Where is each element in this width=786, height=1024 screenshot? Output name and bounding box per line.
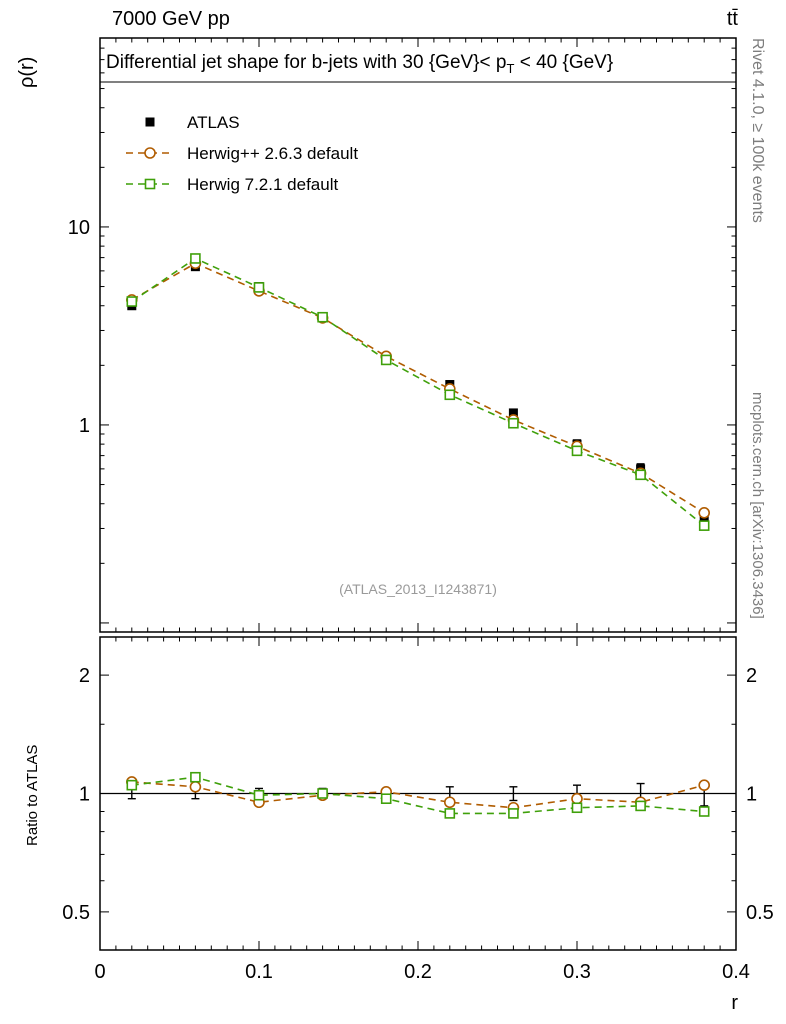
data-point	[635, 469, 646, 481]
legend-entry: Herwig++ 2.6.3 default	[126, 144, 358, 163]
legend: ATLAS Herwig++ 2.6.3 default Herwig 7.2.1 …	[126, 113, 358, 194]
data-point	[190, 771, 201, 783]
legend-entry: Herwig 7.2.1 default	[126, 175, 338, 194]
data-point	[126, 296, 138, 307]
data-point	[571, 445, 583, 457]
data-point	[698, 520, 710, 531]
ratio-tick-label: 0.5	[746, 902, 774, 924]
data-point	[190, 253, 201, 264]
data-point	[144, 147, 156, 159]
data-point	[126, 779, 138, 791]
legend-label: Herwig 7.2.1 default	[187, 175, 338, 194]
data-point	[145, 117, 155, 127]
data-point	[189, 781, 202, 793]
process-label: tt̄	[726, 8, 738, 30]
axes	[99, 37, 737, 951]
series-layer	[100, 253, 736, 819]
plot-title-post: < 40 {GeV}	[514, 52, 614, 73]
ratio-tick-label: 0.5	[62, 902, 90, 924]
x-tick-label: 0.1	[245, 961, 273, 983]
legend-label: Herwig++ 2.6.3 default	[187, 144, 358, 163]
data-point	[571, 802, 583, 814]
legend-entry: ATLAS	[145, 113, 240, 132]
data-point	[253, 789, 265, 801]
data-point	[508, 808, 519, 819]
y-tick-label: 1	[79, 415, 90, 437]
plot-title-sub: T	[506, 60, 515, 76]
analysis-id-watermark: (ATLAS_2013_I1243871)	[339, 581, 497, 597]
plot-title-pre: Differential jet shape for b-jets with 3…	[106, 52, 507, 73]
series-herwig-2-6-3-default	[126, 257, 711, 814]
legend-label: ATLAS	[187, 113, 240, 132]
data-point	[317, 788, 328, 799]
x-axis-label: r	[731, 992, 738, 1014]
y-tick-label: 10	[68, 217, 90, 239]
data-point	[144, 178, 156, 190]
data-point	[380, 793, 392, 805]
data-point	[698, 506, 711, 519]
data-point	[317, 311, 328, 323]
data-point	[508, 417, 519, 429]
ratio-tick-label: 2	[79, 665, 90, 687]
plot-title: Differential jet shape for b-jets with 3…	[106, 52, 734, 76]
data-point	[698, 779, 711, 791]
series-atlas	[127, 262, 709, 807]
ratio-tick-label: 1	[79, 784, 90, 806]
data-point	[444, 808, 456, 819]
data-point	[380, 354, 392, 366]
series-herwig-7-2-1-default	[126, 253, 710, 819]
data-point	[635, 800, 646, 812]
data-point	[571, 792, 583, 805]
x-tick-label: 0.4	[722, 961, 750, 983]
data-point	[508, 408, 518, 418]
data-point	[698, 806, 710, 817]
x-tick-label: 0	[94, 961, 105, 983]
data-point	[443, 796, 456, 809]
data-point	[253, 282, 265, 293]
beam-energy-label: 7000 GeV pp	[112, 8, 230, 30]
ratio-tick-label: 1	[746, 784, 757, 806]
x-tick-label: 0.2	[404, 961, 432, 983]
tick-labels: 0 0.1 0.2 0.3 0.4 1 10 0.5 0.5 1 1 2 2	[62, 217, 774, 983]
x-tick-label: 0.3	[563, 961, 591, 983]
data-point	[444, 389, 456, 401]
ratio-tick-label: 2	[746, 665, 757, 687]
